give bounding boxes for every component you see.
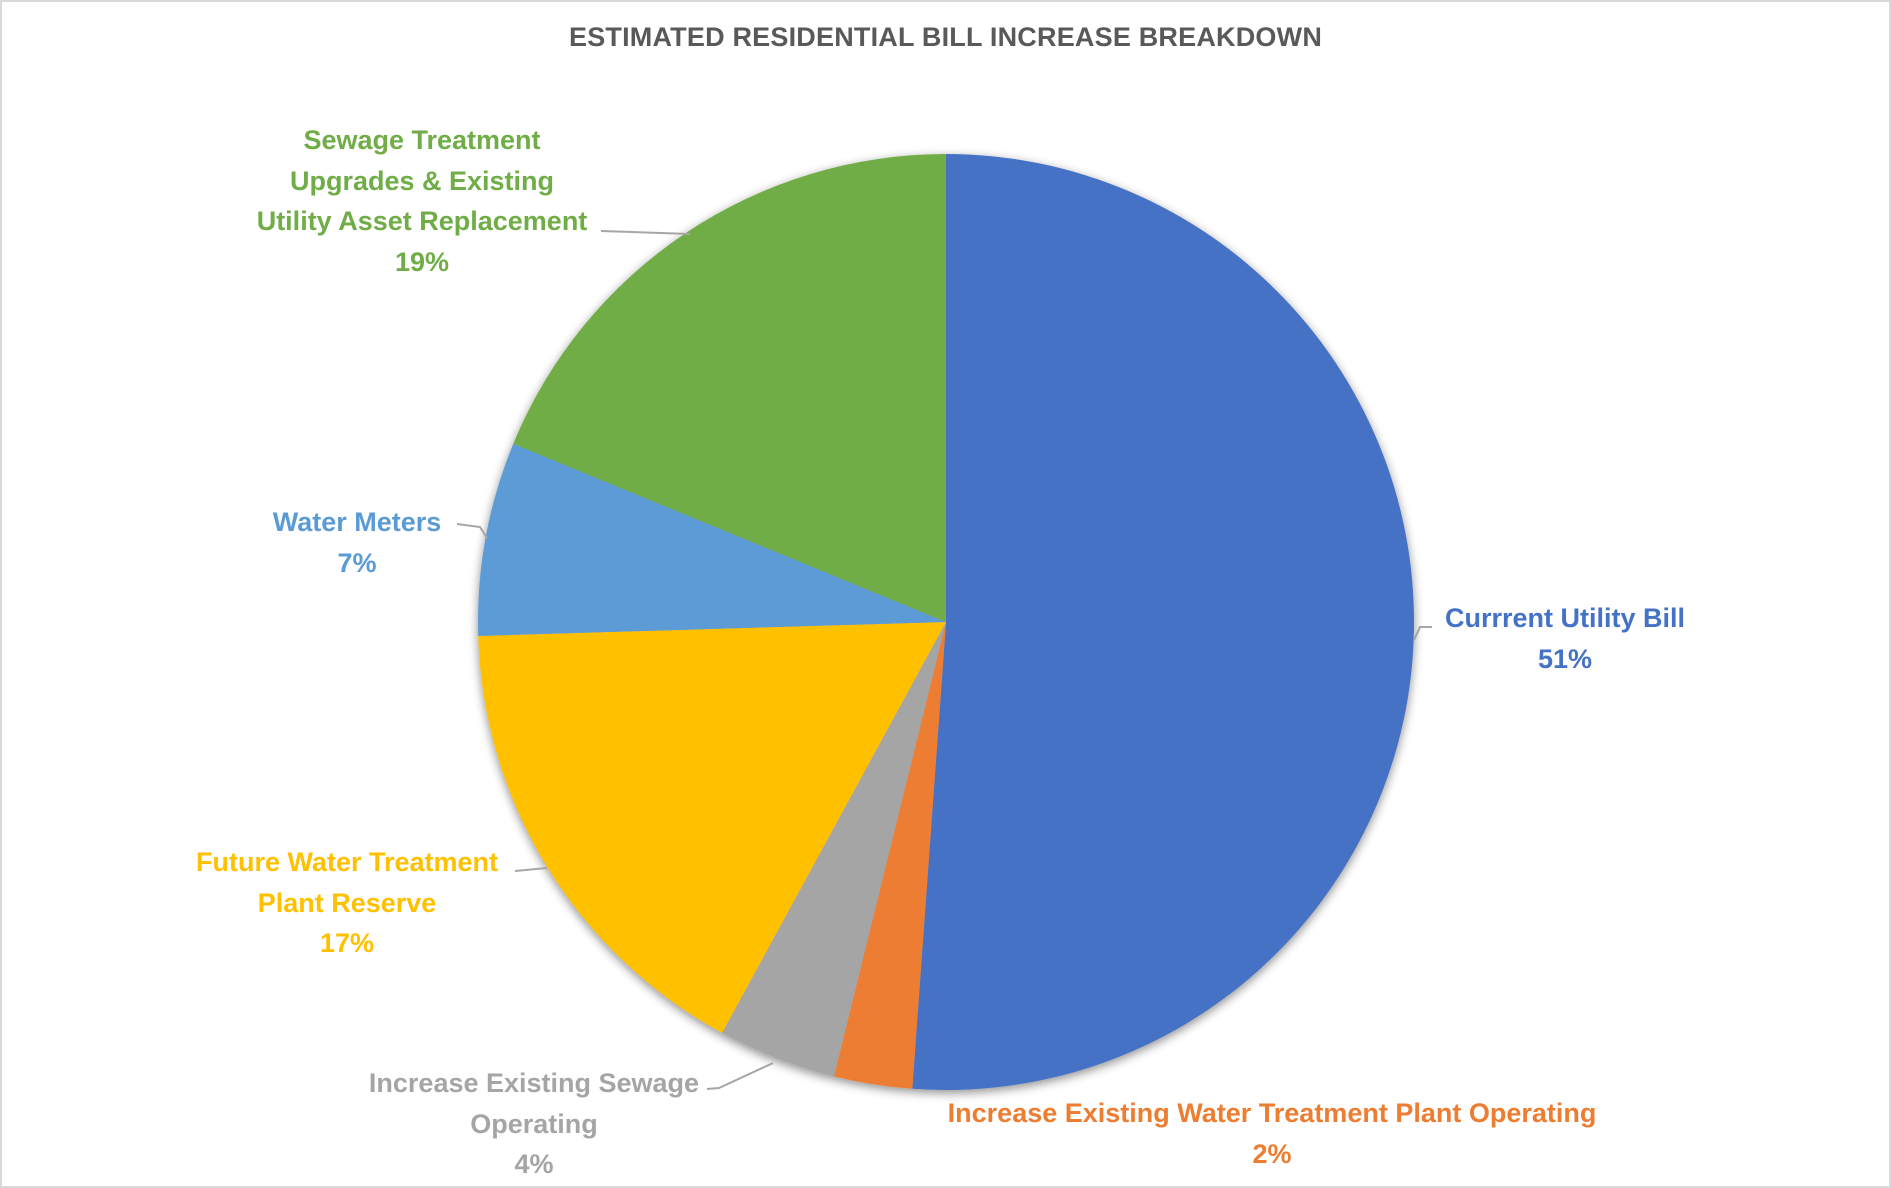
label-line: Operating (470, 1108, 598, 1139)
label-percent: 2% (1252, 1138, 1292, 1169)
leader-water-meters (456, 523, 488, 539)
label-current-utility-bill: Currrent Utility Bill 51% (1445, 598, 1685, 679)
label-percent: 7% (337, 547, 377, 578)
label-line: Future Water Treatment (195, 847, 499, 877)
label-percent: 51% (1537, 643, 1593, 674)
label-percent: 19% (394, 246, 450, 277)
leader-current (1413, 626, 1432, 641)
label-line: Sewage Treatment (303, 125, 541, 155)
label-future-water-reserve: Future Water Treatment Plant Reserve 17% (196, 842, 498, 964)
pie-slices (478, 154, 1415, 1090)
leader-lines (456, 230, 1432, 1090)
pie-slice-increase-existing-sewage-operating (722, 622, 946, 1077)
label-sewage-operating: Increase Existing Sewage Operating 4% (369, 1063, 699, 1185)
pie-slice-future-water-treatment-plant-reserve (478, 622, 946, 1033)
label-water-plant-operating: Increase Existing Water Treatment Plant … (948, 1093, 1597, 1174)
label-line: Currrent Utility Bill (1444, 603, 1686, 633)
leader-sewage-op (706, 1062, 774, 1090)
pie-slice-sewage-treatment-upgrades-existing-utility-asset-replacement (513, 154, 946, 622)
label-line: Increase Existing Sewage (368, 1068, 700, 1098)
label-line: Increase Existing Water Treatment Plant … (947, 1098, 1597, 1128)
label-percent: 4% (514, 1149, 554, 1179)
pie-slice-increase-existing-water-treatment-plant-operating (834, 622, 946, 1089)
chart-title: ESTIMATED RESIDENTIAL BILL INCREASE BREA… (568, 22, 1323, 52)
leader-future-water (514, 867, 548, 872)
label-percent: 17% (319, 928, 375, 958)
label-line: Upgrades & Existing (289, 165, 555, 196)
label-water-meters: Water Meters 7% (273, 502, 442, 583)
pie-slice-water-meters (478, 443, 946, 636)
leader-sewage-upgrades (600, 230, 691, 235)
pie-slice-currrent-utility-bill (912, 154, 1415, 1090)
label-line: Plant Reserve (257, 887, 437, 918)
label-sewage-upgrades: Sewage Treatment Upgrades & Existing Uti… (257, 120, 588, 282)
label-line: Water Meters (272, 507, 442, 537)
label-line: Utility Asset Replacement (256, 206, 588, 236)
